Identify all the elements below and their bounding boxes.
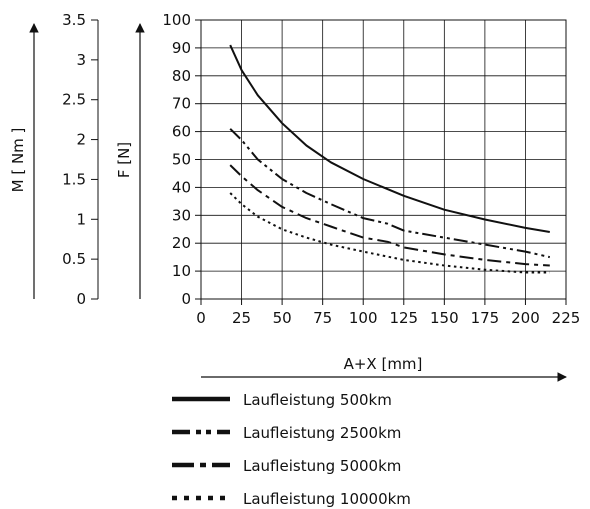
force-tick-label: 10 — [172, 262, 191, 280]
series-line-4 — [229, 192, 550, 274]
force-tick-label: 0 — [181, 290, 191, 308]
series-line-1 — [229, 44, 550, 233]
series-lines — [229, 44, 551, 274]
moment-tick-label: 2.5 — [62, 91, 86, 109]
force-tick-label: 90 — [172, 39, 191, 57]
legend-label-2: Laufleistung 2500km — [243, 424, 401, 442]
series-line-2 — [229, 128, 551, 259]
legend-label-3: Laufleistung 5000km — [243, 457, 401, 475]
force-axis-ticks: 0 10 20 30 40 50 60 70 80 90 100 — [162, 11, 201, 308]
force-tick-label: 50 — [172, 151, 191, 169]
moment-tick-label: 1.5 — [62, 170, 86, 188]
x-tick-label: 150 — [430, 309, 459, 327]
moment-tick-label: 1 — [76, 210, 86, 228]
moment-tick-label: 3 — [76, 51, 86, 69]
x-tick-label: 100 — [349, 309, 378, 327]
force-tick-label: 70 — [172, 95, 191, 113]
x-tick-label: 125 — [389, 309, 418, 327]
legend: Laufleistung 500km Laufleistung 2500km Lau… — [172, 391, 411, 508]
moment-tick-label: 0.5 — [62, 250, 86, 268]
x-tick-label: 50 — [273, 309, 292, 327]
force-tick-label: 20 — [172, 234, 191, 252]
grid-lines — [200, 19, 567, 300]
moment-tick-label: 0 — [76, 290, 86, 308]
force-tick-label: 100 — [162, 11, 191, 29]
force-tick-label: 40 — [172, 178, 191, 196]
x-tick-label: 75 — [313, 309, 332, 327]
x-axis-ticks: 0 25 50 75 100 125 150 175 200 225 — [196, 299, 580, 327]
force-tick-label: 80 — [172, 67, 191, 85]
plot-area: 0 10 20 30 40 50 60 70 80 90 100 0 25 50 75 100 125 150 1… — [162, 11, 580, 327]
moment-axis-title: M [ Nm ] — [9, 128, 27, 193]
x-tick-label: 225 — [552, 309, 581, 327]
x-tick-label: 200 — [511, 309, 540, 327]
force-tick-label: 30 — [172, 206, 191, 224]
legend-label-1: Laufleistung 500km — [243, 391, 392, 409]
x-tick-label: 0 — [196, 309, 206, 327]
x-tick-label: 175 — [471, 309, 500, 327]
moment-tick-label: 2 — [76, 131, 86, 149]
x-axis-title: A+X [mm] — [344, 355, 423, 373]
force-axis-title: F [N] — [115, 142, 133, 178]
moment-tick-label: 3.5 — [62, 11, 86, 29]
force-tick-label: 60 — [172, 123, 191, 141]
series-line-3 — [229, 164, 550, 267]
moment-axis-ticks: 0 0.5 1 1.5 2 2.5 3 3.5 — [62, 11, 98, 308]
moment-axis: 0 0.5 1 1.5 2 2.5 3 3.5 — [62, 11, 99, 308]
legend-label-4: Laufleistung 10000km — [243, 490, 411, 508]
x-tick-label: 25 — [232, 309, 251, 327]
